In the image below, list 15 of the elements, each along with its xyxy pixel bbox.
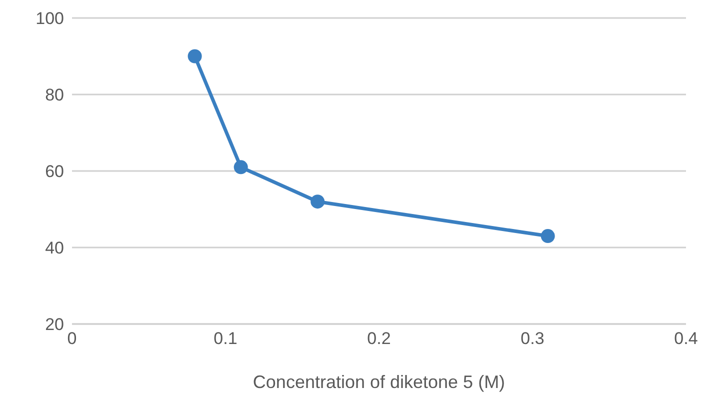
x-tick-label: 0 [67,329,77,348]
point [234,160,248,174]
x-tick-label: 0.2 [367,329,391,348]
y-tick-label: 100 [36,9,64,28]
y-tick-label: 40 [45,238,64,258]
point [310,194,325,209]
x-tick-label: 0.1 [214,329,238,348]
y-tick-label: 60 [45,162,64,182]
point [540,229,555,244]
y-tick-label: 80 [45,86,64,105]
x-tick-label: 0.4 [674,329,698,348]
x-axis-title: Concentration of diketone 5 (M) [252,372,506,392]
x-tick-label: 0.3 [520,329,544,348]
point [188,49,202,64]
y-tick-label: 20 [45,315,64,334]
